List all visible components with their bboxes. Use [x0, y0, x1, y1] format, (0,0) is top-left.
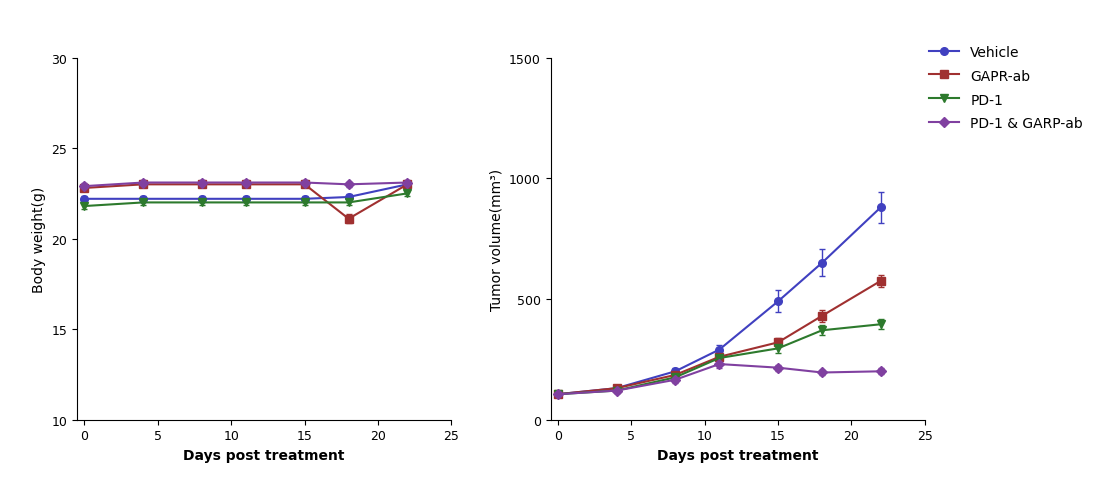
Y-axis label: Tumor volume(mm³): Tumor volume(mm³): [489, 168, 503, 310]
Y-axis label: Body weight(g): Body weight(g): [32, 186, 46, 292]
X-axis label: Days post treatment: Days post treatment: [184, 448, 345, 462]
X-axis label: Days post treatment: Days post treatment: [657, 448, 818, 462]
Legend: Vehicle, GAPR-ab, PD-1, PD-1 & GARP-ab: Vehicle, GAPR-ab, PD-1, PD-1 & GARP-ab: [928, 46, 1083, 131]
